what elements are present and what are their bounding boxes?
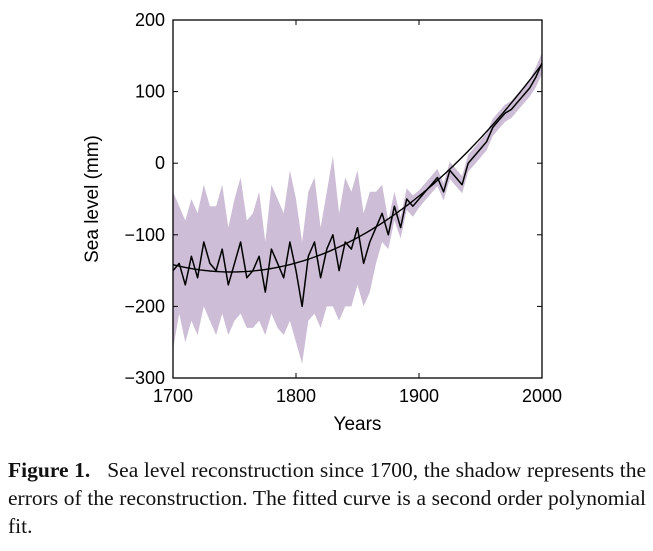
figure-caption: Figure 1. Sea level reconstruction since… [8, 456, 646, 540]
reconstruction-line [172, 62, 543, 308]
data-lines-layer [172, 62, 543, 308]
caption-label: Figure 1. [8, 458, 91, 482]
x-axis-label: Years [334, 414, 382, 435]
fit-curve [172, 63, 543, 273]
y-tick-label: −100 [124, 225, 165, 245]
caption-text: Sea level reconstruction since 1700, the… [8, 458, 647, 538]
x-tick-label: 1800 [276, 386, 316, 406]
y-tick-label: 0 [155, 153, 165, 173]
x-tick-label: 2000 [522, 386, 562, 406]
axes-layer: 1700 1800 1900 2000 −300 −200 −100 0 100 200 [124, 10, 562, 406]
y-axis-label: Sea level (mm) [82, 135, 103, 263]
y-tick-label: 200 [135, 10, 165, 30]
plot-frame [172, 19, 543, 379]
y-tick-label: −300 [124, 368, 165, 388]
x-tick-label: 1700 [153, 386, 193, 406]
error-shadow [173, 52, 542, 364]
error-shadow-layer [173, 52, 542, 364]
y-tick-label: 100 [135, 82, 165, 102]
sea-level-chart: 1700 1800 1900 2000 −300 −200 −100 0 100 200 Year… [82, 10, 562, 435]
x-tick-label: 1900 [399, 386, 439, 406]
y-tick-label: −200 [124, 296, 165, 316]
